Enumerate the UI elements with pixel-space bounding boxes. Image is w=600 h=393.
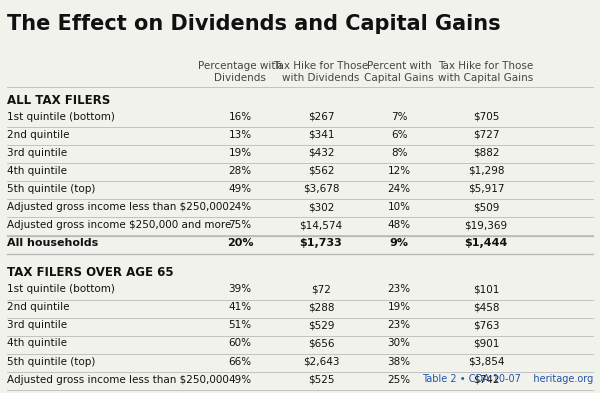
Text: The Effect on Dividends and Capital Gains: The Effect on Dividends and Capital Gain… [7, 14, 501, 34]
Text: $882: $882 [473, 148, 499, 158]
Text: ALL TAX FILERS: ALL TAX FILERS [7, 94, 110, 107]
Text: $14,574: $14,574 [299, 220, 343, 230]
Text: $19,369: $19,369 [464, 220, 508, 230]
Text: 49%: 49% [229, 375, 251, 385]
Text: 3rd quintile: 3rd quintile [7, 320, 67, 331]
Text: $3,678: $3,678 [303, 184, 339, 194]
Text: 4th quintile: 4th quintile [7, 166, 67, 176]
Text: 2nd quintile: 2nd quintile [7, 302, 70, 312]
Text: 8%: 8% [391, 148, 407, 158]
Text: $101: $101 [473, 284, 499, 294]
Text: 10%: 10% [388, 202, 410, 212]
Text: 41%: 41% [229, 302, 251, 312]
Text: Percentage with
Dividends: Percentage with Dividends [198, 61, 282, 83]
Text: $288: $288 [308, 302, 334, 312]
Text: $727: $727 [473, 130, 499, 140]
Text: 7%: 7% [391, 112, 407, 121]
Text: 2nd quintile: 2nd quintile [7, 130, 70, 140]
Text: 30%: 30% [388, 338, 410, 349]
Text: 19%: 19% [229, 148, 251, 158]
Text: $432: $432 [308, 148, 334, 158]
Text: 25%: 25% [388, 375, 410, 385]
Text: $5,917: $5,917 [468, 184, 504, 194]
Text: 5th quintile (top): 5th quintile (top) [7, 356, 95, 367]
Text: 75%: 75% [229, 220, 251, 230]
Text: 24%: 24% [388, 184, 410, 194]
Text: TAX FILERS OVER AGE 65: TAX FILERS OVER AGE 65 [7, 266, 174, 279]
Text: Percent with
Capital Gains: Percent with Capital Gains [364, 61, 434, 83]
Text: All households: All households [7, 238, 98, 248]
Text: $341: $341 [308, 130, 334, 140]
Text: 3rd quintile: 3rd quintile [7, 148, 67, 158]
Text: 6%: 6% [391, 130, 407, 140]
Text: $529: $529 [308, 320, 334, 331]
Text: 60%: 60% [229, 338, 251, 349]
Text: $72: $72 [311, 284, 331, 294]
Text: $1,733: $1,733 [299, 238, 343, 248]
Text: 20%: 20% [227, 238, 253, 248]
Text: $742: $742 [473, 375, 499, 385]
Text: 5th quintile (top): 5th quintile (top) [7, 184, 95, 194]
Text: 1st quintile (bottom): 1st quintile (bottom) [7, 112, 115, 121]
Text: $509: $509 [473, 202, 499, 212]
Text: $763: $763 [473, 320, 499, 331]
Text: Adjusted gross income less than $250,000: Adjusted gross income less than $250,000 [7, 375, 229, 385]
Text: 1st quintile (bottom): 1st quintile (bottom) [7, 284, 115, 294]
Text: Tax Hike for Those
with Dividends: Tax Hike for Those with Dividends [274, 61, 368, 83]
Text: $525: $525 [308, 375, 334, 385]
Text: 16%: 16% [229, 112, 251, 121]
Text: $458: $458 [473, 302, 499, 312]
Text: 51%: 51% [229, 320, 251, 331]
Text: Adjusted gross income $250,000 and more: Adjusted gross income $250,000 and more [7, 220, 232, 230]
Text: 23%: 23% [388, 284, 410, 294]
Text: 39%: 39% [229, 284, 251, 294]
Text: 38%: 38% [388, 356, 410, 367]
Text: Table 2 • CDA 10-07    heritage.org: Table 2 • CDA 10-07 heritage.org [422, 375, 593, 384]
Text: 12%: 12% [388, 166, 410, 176]
Text: 4th quintile: 4th quintile [7, 338, 67, 349]
Text: 28%: 28% [229, 166, 251, 176]
Text: 24%: 24% [229, 202, 251, 212]
Text: 49%: 49% [229, 184, 251, 194]
Text: $267: $267 [308, 112, 334, 121]
Text: 19%: 19% [388, 302, 410, 312]
Text: $302: $302 [308, 202, 334, 212]
Text: 48%: 48% [388, 220, 410, 230]
Text: $901: $901 [473, 338, 499, 349]
Text: 13%: 13% [229, 130, 251, 140]
Text: $562: $562 [308, 166, 334, 176]
Text: $2,643: $2,643 [303, 356, 339, 367]
Text: Adjusted gross income less than $250,000: Adjusted gross income less than $250,000 [7, 202, 229, 212]
Text: 23%: 23% [388, 320, 410, 331]
Text: $705: $705 [473, 112, 499, 121]
Text: $656: $656 [308, 338, 334, 349]
Text: 66%: 66% [229, 356, 251, 367]
Text: Tax Hike for Those
with Capital Gains: Tax Hike for Those with Capital Gains [439, 61, 533, 83]
Text: $1,444: $1,444 [464, 238, 508, 248]
Text: $1,298: $1,298 [468, 166, 504, 176]
Text: $3,854: $3,854 [468, 356, 504, 367]
Text: 9%: 9% [389, 238, 409, 248]
